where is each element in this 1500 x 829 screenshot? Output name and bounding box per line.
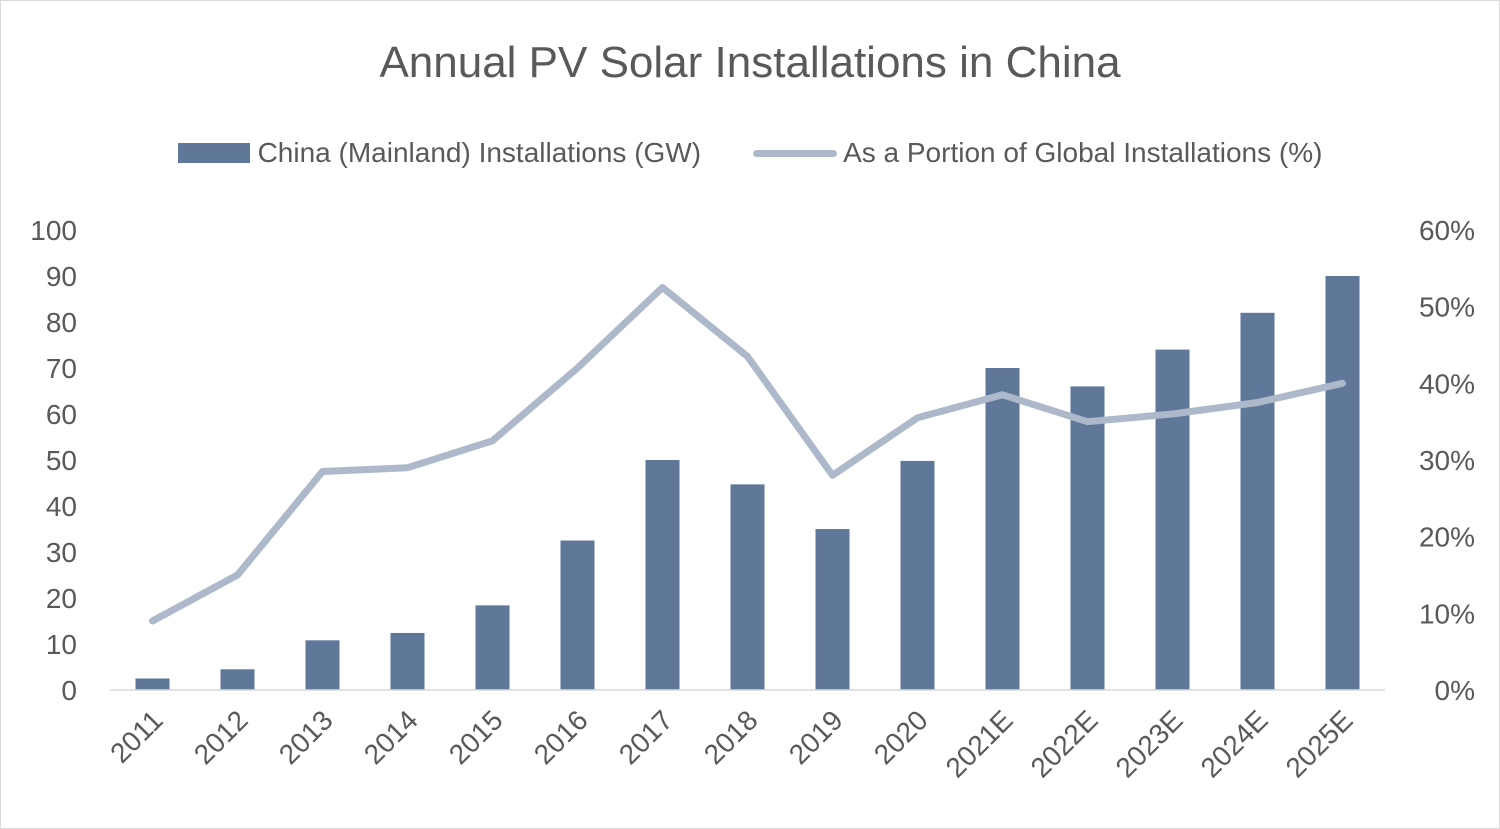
bar (475, 605, 510, 690)
bar (1325, 276, 1360, 690)
x-tick-label: 2020 (868, 704, 934, 770)
x-tick-label: 2024E (1195, 704, 1274, 783)
bar (645, 460, 680, 690)
legend: China (Mainland) Installations (GW) As a… (0, 137, 1500, 169)
y-left-tick-label: 20 (46, 583, 77, 614)
bar (900, 460, 935, 690)
y-left-tick-label: 0 (61, 675, 77, 706)
y-left-tick-label: 10 (46, 629, 77, 660)
y-left-tick-label: 30 (46, 537, 77, 568)
legend-label-installations: China (Mainland) Installations (GW) (257, 137, 702, 168)
legend-swatch-bar (177, 143, 250, 163)
y-left-tick-label: 80 (46, 307, 77, 338)
x-tick-label: 2017 (613, 704, 679, 770)
y-right-tick-label: 10% (1419, 598, 1475, 629)
legend-item-installations: China (Mainland) Installations (GW) (177, 137, 702, 169)
x-tick-label: 2014 (358, 704, 424, 770)
legend-swatch-line (753, 149, 838, 157)
x-tick-label: 2015 (443, 704, 509, 770)
x-tick-label: 2013 (273, 704, 339, 770)
bar (1070, 386, 1105, 690)
bar (985, 368, 1020, 690)
y-right-tick-label: 0% (1435, 675, 1475, 706)
bar (220, 669, 255, 690)
x-tick-label: 2023E (1110, 704, 1189, 783)
bar (1155, 349, 1190, 690)
y-right-tick-label: 30% (1419, 445, 1475, 476)
x-tick-label: 2012 (188, 704, 254, 770)
y-left-tick-label: 90 (46, 261, 77, 292)
bar (1240, 312, 1275, 690)
series-line (149, 284, 1346, 625)
bar (730, 484, 765, 690)
bar (560, 540, 595, 690)
x-tick-label: 2019 (783, 704, 849, 770)
legend-label-global-portion: As a Portion of Global Installations (%) (843, 137, 1323, 168)
y-left-tick-label: 100 (30, 215, 77, 246)
bar (815, 529, 850, 690)
legend-item-global-portion: As a Portion of Global Installations (%) (753, 137, 1322, 169)
y-right-tick-label: 60% (1419, 215, 1475, 246)
bar (390, 632, 425, 690)
x-tick-label: 2022E (1025, 704, 1104, 783)
x-tick-label: 2016 (528, 704, 594, 770)
y-left-tick-label: 70 (46, 353, 77, 384)
y-left-tick-label: 50 (46, 445, 77, 476)
y-right-tick-label: 20% (1419, 522, 1475, 553)
y-left-tick-label: 60 (46, 399, 77, 430)
bar (135, 678, 170, 690)
x-tick-label: 2025E (1280, 704, 1359, 783)
x-tick-label: 2018 (698, 704, 764, 770)
bar (305, 640, 340, 690)
y-left-tick-label: 40 (46, 491, 77, 522)
y-right-tick-label: 50% (1419, 292, 1475, 323)
y-right-tick-label: 40% (1419, 368, 1475, 399)
x-tick-label: 2021E (940, 704, 1019, 783)
x-tick-label: 2011 (104, 704, 169, 769)
chart-title: Annual PV Solar Installations in China (379, 38, 1121, 87)
